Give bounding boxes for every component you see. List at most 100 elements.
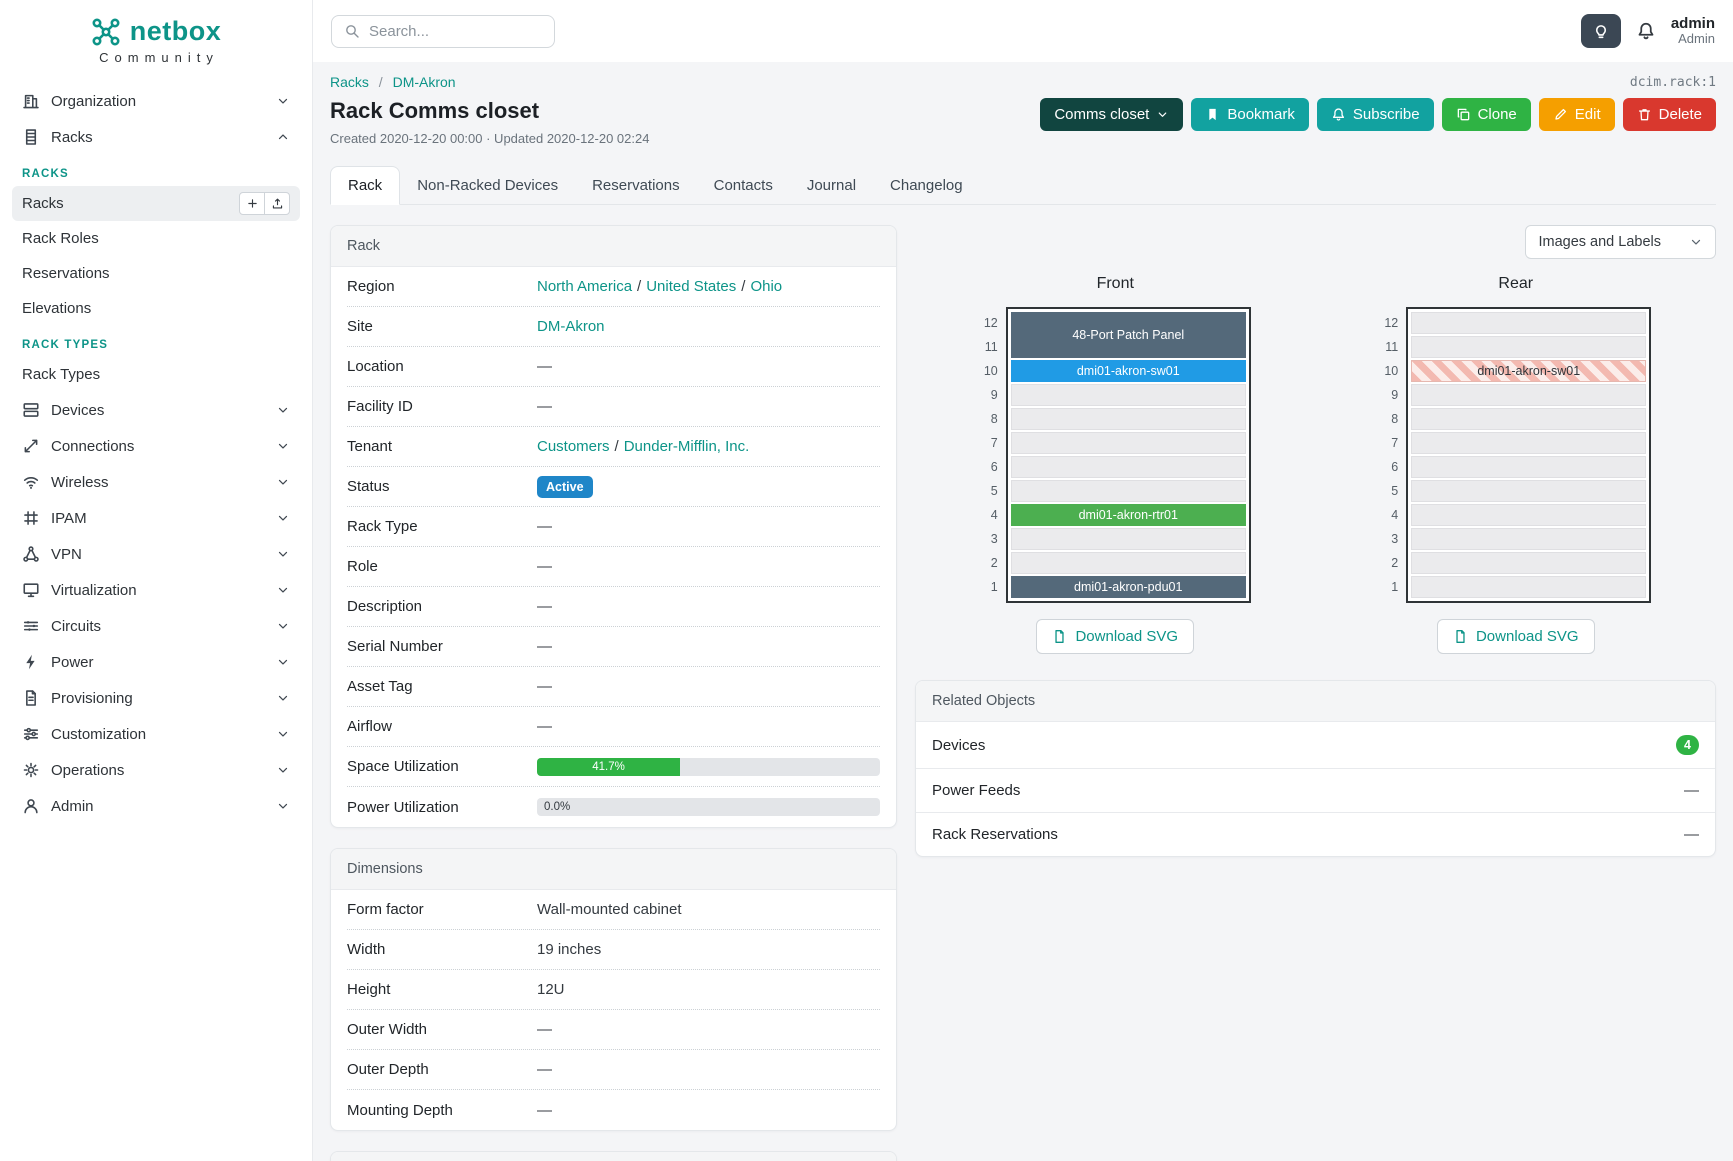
unit-number: 9 xyxy=(990,388,998,402)
attr-row-region: Region North America / United States / Ohio xyxy=(347,267,880,307)
attr-value: — xyxy=(537,558,880,575)
breadcrumb-site[interactable]: DM-Akron xyxy=(392,74,456,90)
sidebar-item-organization[interactable]: Organization xyxy=(12,83,300,119)
related-objects-title: Related Objects xyxy=(916,681,1715,722)
sidebar-item-vpn[interactable]: VPN xyxy=(12,536,300,572)
attr-text: 12U xyxy=(537,981,565,998)
download-svg-button[interactable]: Download SVG xyxy=(1436,619,1595,654)
rack-unit-empty xyxy=(1010,456,1246,478)
sidebar-item-racks[interactable]: Racks xyxy=(12,119,300,155)
sidebar-subitem-racks[interactable]: Racks xyxy=(12,186,300,221)
sidebar-item-ipam[interactable]: IPAM xyxy=(12,500,300,536)
link-united-states[interactable]: United States xyxy=(646,278,737,295)
chevron-up-icon xyxy=(276,130,290,144)
sidebar-subitem-elevations[interactable]: Elevations xyxy=(12,291,300,326)
sidebar-item-power[interactable]: Power xyxy=(12,644,300,680)
download-svg-button[interactable]: Download SVG xyxy=(1036,619,1195,654)
related-row-rack-reservations[interactable]: Rack Reservations — xyxy=(916,812,1715,856)
elevation-title: Rear xyxy=(1498,275,1534,292)
chevron-down-icon xyxy=(276,727,290,741)
sidebar-item-circuits[interactable]: Circuits xyxy=(12,608,300,644)
unit-number: 5 xyxy=(1391,484,1399,498)
link-dm-akron[interactable]: DM-Akron xyxy=(537,318,605,335)
rack-device-dmi01-akron-pdu01[interactable]: dmi01-akron-pdu01 xyxy=(1010,576,1246,598)
rack-grid: 48-Port Patch Panel dmi01-akron-sw01 dmi01… xyxy=(1010,312,1246,598)
sidebar-item-label: Power xyxy=(51,653,94,671)
import-button[interactable] xyxy=(264,192,290,215)
brand[interactable]: netbox Community xyxy=(0,0,312,73)
attr-value: — xyxy=(537,1021,880,1038)
notifications-button[interactable] xyxy=(1636,21,1656,41)
chevron-down-icon xyxy=(276,511,290,525)
file-icon xyxy=(1052,629,1067,644)
sidebar-section-heading: RACKS xyxy=(22,168,69,180)
related-row-devices[interactable]: Devices 4 xyxy=(916,722,1715,768)
sidebar-item-connections[interactable]: Connections xyxy=(12,428,300,464)
attr-value: — xyxy=(537,718,880,735)
subscribe-button[interactable]: Subscribe xyxy=(1316,98,1434,131)
attr-value: — xyxy=(537,398,880,415)
netbox-logo-icon xyxy=(91,17,121,47)
sidebar-subitem-reservations[interactable]: Reservations xyxy=(12,256,300,291)
link-customers[interactable]: Customers xyxy=(537,438,610,455)
rack-device-dmi01-akron-sw01[interactable]: dmi01-akron-sw01 xyxy=(1411,360,1647,382)
edit-button[interactable]: Edit xyxy=(1538,98,1615,131)
tab-rack[interactable]: Rack xyxy=(330,166,401,205)
rack-device-48-port-patch-panel[interactable]: 48-Port Patch Panel xyxy=(1010,312,1246,358)
attr-text: — xyxy=(537,638,552,655)
breadcrumb-racks[interactable]: Racks xyxy=(330,74,369,90)
clone-button[interactable]: Clone xyxy=(1441,98,1531,131)
sidebar-item-virtualization[interactable]: Virtualization xyxy=(12,572,300,608)
related-row-power-feeds[interactable]: Power Feeds — xyxy=(916,768,1715,812)
unit-number: 7 xyxy=(990,436,998,450)
attr-text: — xyxy=(537,1061,552,1078)
tab-journal[interactable]: Journal xyxy=(790,166,873,204)
plus-icon xyxy=(246,197,259,210)
display-mode-select[interactable]: Images and Labels xyxy=(1525,225,1716,259)
link-ohio[interactable]: Ohio xyxy=(750,278,783,295)
sidebar-item-operations[interactable]: Operations xyxy=(12,752,300,788)
comms-closet-dropdown-button[interactable]: Comms closet xyxy=(1040,98,1184,131)
attr-row-mounting-depth: Mounting Depth — xyxy=(347,1090,880,1130)
main-area: admin Admin Racks / DM-Akron dcim.rack:1… xyxy=(313,0,1733,1161)
sidebar-item-admin[interactable]: Admin xyxy=(12,788,300,824)
display-mode-label: Images and Labels xyxy=(1538,234,1661,250)
operations-icon xyxy=(22,761,40,779)
link-dunder-mifflin-inc[interactable]: Dunder-Mifflin, Inc. xyxy=(623,438,750,455)
related-rows: Devices 4 Power Feeds — Rack Reservations — xyxy=(916,722,1715,856)
search-input[interactable] xyxy=(369,22,542,40)
sidebar-item-customization[interactable]: Customization xyxy=(12,716,300,752)
attr-row-outer-depth: Outer Depth — xyxy=(347,1050,880,1090)
link-north-america[interactable]: North America xyxy=(537,278,633,295)
tab-changelog[interactable]: Changelog xyxy=(873,166,980,204)
rack-unit-empty xyxy=(1411,336,1647,358)
rack-device-dmi01-akron-sw01[interactable]: dmi01-akron-sw01 xyxy=(1010,360,1246,382)
theme-toggle-button[interactable] xyxy=(1580,14,1621,48)
attr-row-height: Height 12U xyxy=(347,970,880,1010)
attr-value: 19 inches xyxy=(537,941,880,958)
sidebar-subitem-rack-types[interactable]: Rack Types xyxy=(12,357,300,392)
tab-reservations[interactable]: Reservations xyxy=(575,166,697,204)
unit-number: 6 xyxy=(990,460,998,474)
attr-value: Wall-mounted cabinet xyxy=(537,901,880,918)
sidebar-item-devices[interactable]: Devices xyxy=(12,392,300,428)
tab-non-racked-devices[interactable]: Non-Racked Devices xyxy=(400,166,575,204)
attr-label: Location xyxy=(347,358,404,375)
unit-numbers: 12 11 10 9 8 7 6 5 4 3 2 1 xyxy=(980,307,998,598)
tab-bar: Rack Non-Racked Devices Reservations Contac… xyxy=(330,166,1716,205)
sidebar-subitem-rack-roles[interactable]: Rack Roles xyxy=(12,221,300,256)
rack-device-dmi01-akron-rtr01[interactable]: dmi01-akron-rtr01 xyxy=(1010,504,1246,526)
tab-contacts[interactable]: Contacts xyxy=(697,166,790,204)
add-button[interactable] xyxy=(239,192,265,215)
sidebar-item-provisioning[interactable]: Provisioning xyxy=(12,680,300,716)
bookmark-icon xyxy=(1205,107,1220,122)
bookmark-button[interactable]: Bookmark xyxy=(1191,98,1309,131)
related-label: Devices xyxy=(932,736,986,754)
delete-button[interactable]: Delete xyxy=(1622,98,1716,131)
object-id: dcim.rack:1 xyxy=(1629,74,1716,90)
sidebar-item-wireless[interactable]: Wireless xyxy=(12,464,300,500)
rack-attributes: Region North America / United States / Ohio Si… xyxy=(331,267,896,827)
topbar: admin Admin xyxy=(313,0,1733,62)
status-badge: Active xyxy=(537,475,593,498)
user-menu[interactable]: admin Admin xyxy=(1671,15,1715,47)
